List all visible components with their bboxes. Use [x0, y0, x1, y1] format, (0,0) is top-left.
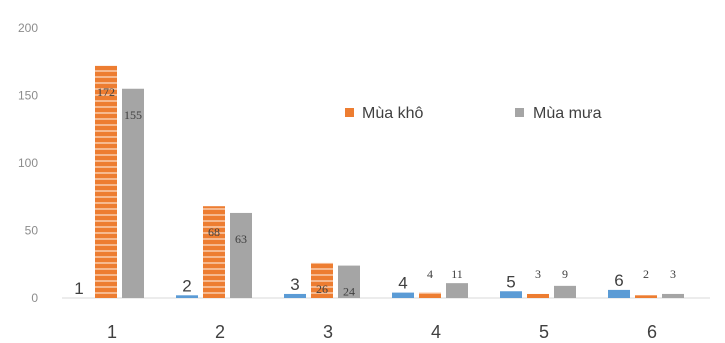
- bar-dry-season: [527, 293, 549, 298]
- y-tick-label: 0: [31, 291, 38, 305]
- data-label-rainy-season: 24: [343, 285, 355, 299]
- bar-dry-season: [203, 206, 225, 298]
- y-tick-label: 50: [25, 224, 39, 238]
- bar-category-index: [392, 292, 414, 298]
- data-label-rainy-season: 11: [451, 267, 463, 281]
- category-label: 4: [398, 274, 407, 293]
- x-tick-label: 6: [647, 322, 657, 342]
- legend-swatch-rainy-season: [515, 108, 524, 117]
- plot-area: [95, 65, 684, 298]
- category-label: 5: [506, 272, 515, 291]
- y-tick-label: 100: [18, 156, 38, 170]
- category-label: 1: [74, 279, 83, 298]
- legend-label-rainy-season: Mùa mưa: [533, 105, 602, 122]
- data-label-dry-season: 2: [643, 267, 649, 281]
- axes: 0 50 100 150 200 1 2 3 4 5 6: [18, 21, 710, 342]
- data-label-dry-season: 3: [535, 267, 541, 281]
- data-label-rainy-season: 63: [235, 232, 247, 246]
- bar-rainy-season: [662, 293, 684, 298]
- y-tick-label: 150: [18, 89, 38, 103]
- x-tick-label: 2: [215, 322, 225, 342]
- bar-category-index: [500, 291, 522, 298]
- bar-dry-season: [635, 295, 657, 298]
- legend-label-dry-season: Mùa khô: [362, 105, 423, 122]
- category-label: 2: [182, 276, 191, 295]
- x-tick-label: 1: [107, 322, 117, 342]
- bar-rainy-season: [554, 285, 576, 298]
- bar-dry-season: [95, 65, 117, 298]
- data-labels: 1 172 155 2 68 63 3 26 24 4 4 11 5 3 9 6 2 3: [74, 85, 676, 299]
- category-label: 6: [614, 271, 623, 290]
- category-label: 3: [290, 275, 299, 294]
- bar-dry-season: [311, 262, 333, 298]
- bar-category-index: [176, 295, 198, 298]
- data-label-dry-season: 68: [208, 225, 220, 239]
- data-label-dry-season: 4: [427, 267, 433, 281]
- x-tick-label: 4: [431, 322, 441, 342]
- bar-rainy-season: [446, 283, 468, 298]
- x-tick-label: 3: [323, 322, 333, 342]
- data-label-rainy-season: 155: [124, 108, 142, 122]
- bar-rainy-season: [338, 265, 360, 298]
- bar-rainy-season: [230, 212, 252, 298]
- bar-dry-season: [419, 292, 441, 298]
- legend: Mùa khô Mùa mưa: [345, 105, 602, 122]
- data-label-dry-season: 172: [97, 85, 115, 99]
- data-label-dry-season: 26: [316, 282, 328, 296]
- legend-swatch-dry-season: [345, 108, 354, 117]
- bar-category-index: [608, 289, 630, 298]
- data-label-rainy-season: 9: [562, 267, 568, 281]
- x-tick-label: 5: [539, 322, 549, 342]
- y-tick-label: 200: [18, 21, 38, 35]
- bar-rainy-season: [122, 88, 144, 298]
- bar-category-index: [284, 293, 306, 298]
- data-label-rainy-season: 3: [670, 267, 676, 281]
